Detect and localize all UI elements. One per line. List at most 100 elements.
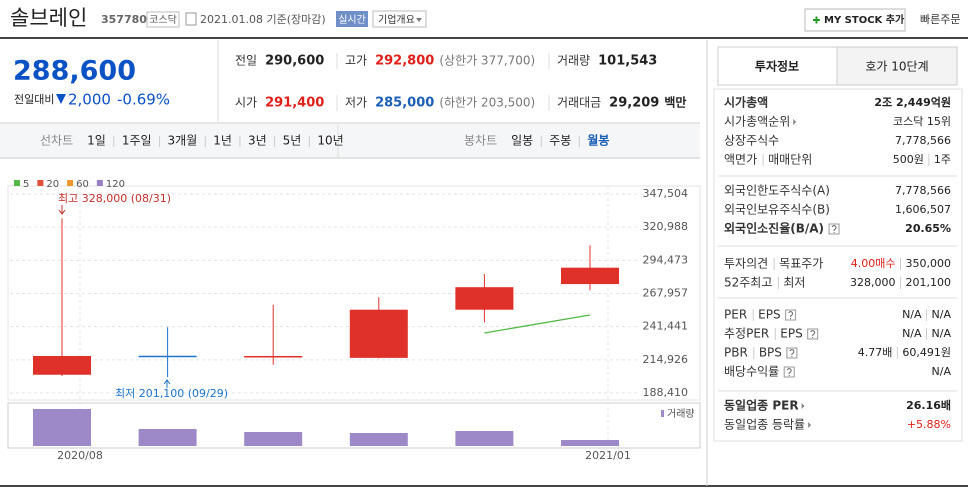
info-frame [713,88,963,442]
info-label: 상장주식수 [724,134,779,148]
info-label: EPS [780,327,802,341]
x-tick-label: 2020/08 [57,449,103,462]
help-icon[interactable] [783,366,795,378]
field-label: 거래량 [557,54,590,68]
tab-label[interactable]: 호가 10단계 [865,60,928,74]
info-label: 목표주가 [779,257,823,271]
field-label: 저가 [345,96,367,110]
chart-tab-group: 선차트 [40,134,73,148]
legend-swatch [96,180,103,186]
annotation: 최고 328,000 (08/31) [58,192,171,205]
tab[interactable] [836,46,958,86]
info-value: 201,100 [906,276,952,289]
info-label: 52주최고 [724,276,772,290]
info-label: 액면가 [724,153,757,167]
info-value: 20.65% [905,222,951,235]
arrow-icon [793,119,797,125]
info-value: 2조 2,449억원 [874,95,951,109]
field-unit: 백만 [664,95,686,110]
y-tick-label: 241,441 [643,320,689,333]
chart-tab[interactable]: 주봉 [549,134,571,148]
legend-label: 20 [46,179,59,190]
chart-tab[interactable]: 1주일 [122,134,152,148]
realtime: 실시간 [338,14,366,26]
help-icon [789,349,795,357]
info-value: N/A [932,308,952,321]
chart-tab[interactable]: 3개월 [168,134,198,148]
info-value: 500원 [893,153,924,166]
moving-average [484,314,591,334]
info-value: N/A [902,308,922,321]
field-label: 고가 [345,54,367,68]
chart-tab[interactable]: 일봉 [511,134,533,148]
candle-body [349,309,408,358]
x-tick-label: 2021/01 [585,449,631,462]
volume-bar [244,432,303,446]
field-value: 285,000 [375,96,434,111]
help-icon [788,311,794,319]
info-value: 7,778,566 [895,184,951,197]
field-label: 전일 [235,54,257,68]
stock-code: 357780 [101,13,147,26]
info-label: 시가총액순위 [724,115,790,129]
chart-tab-bar [0,124,700,158]
date: 2021.01.08 기준(장마감) [200,13,326,26]
stock-name: 솔브레인 [10,6,87,30]
realtime-badge [336,11,368,27]
help-icon[interactable] [828,223,840,235]
quick-order[interactable]: 빠른주문 [920,13,960,26]
help-icon [831,225,837,233]
price: 288,600 [13,56,136,87]
field-note: (하한가 203,500) [439,96,535,110]
overview[interactable]: 기업개요 [378,13,415,26]
help-icon[interactable] [785,309,797,321]
legend-swatch [14,180,20,186]
my-stock[interactable]: MY STOCK 추가 [824,13,905,26]
tab-selected[interactable] [717,46,838,86]
plus-icon [813,16,820,24]
info-label: 외국인소진율(B/A) [724,221,824,236]
candle-body [561,267,619,285]
my-stock-button[interactable] [804,8,906,32]
annotation: 최저 201,100 (09/29) [115,387,228,400]
chart-tab-group: 봉차트 [464,134,497,148]
chart-tab[interactable]: 월봉 [587,133,609,148]
info-value: 1,606,507 [895,203,951,216]
info-value: 60,491원 [902,346,951,359]
chart-tab[interactable]: 1년 [213,134,232,148]
volume-bar [349,433,408,446]
field-value: 101,543 [598,54,657,69]
legend-swatch [37,180,44,186]
y-tick-label: 214,926 [643,353,689,366]
chart-tab[interactable]: 1일 [87,134,106,148]
candle-body [138,355,197,358]
info-value: 26.16배 [906,398,951,412]
help-icon[interactable] [807,328,819,340]
volume-bar [138,429,197,446]
info-value: N/A [932,365,952,378]
legend-label: 120 [106,179,125,190]
candle-body [244,355,303,358]
plot-frame [7,185,701,401]
chart-tab[interactable]: 5년 [283,134,302,148]
legend-label: 60 [76,179,89,190]
info-value: 4.00매수 [851,257,896,270]
info-label: 최저 [783,276,805,290]
legend-swatch [661,410,664,417]
info-label: 투자의견 [724,257,768,271]
field-value: 29,209 [609,96,659,111]
info-value: 7,778,566 [895,134,951,147]
overview-button[interactable] [372,10,427,28]
dropdown-icon [416,18,422,22]
candle-body [33,355,91,375]
chart-tab[interactable]: 3년 [248,134,267,148]
info-label: 외국인보유주식수(B) [724,203,830,217]
help-icon[interactable] [786,347,798,359]
change-rate: -0.69% [117,91,170,109]
arrow-icon [808,422,812,428]
tab-label[interactable]: 투자정보 [755,59,799,74]
chart-tab[interactable]: 10년 [317,134,343,148]
field-value: 291,400 [265,96,324,111]
change-label: 전일대비 [14,92,54,106]
info-value: N/A [902,327,922,340]
